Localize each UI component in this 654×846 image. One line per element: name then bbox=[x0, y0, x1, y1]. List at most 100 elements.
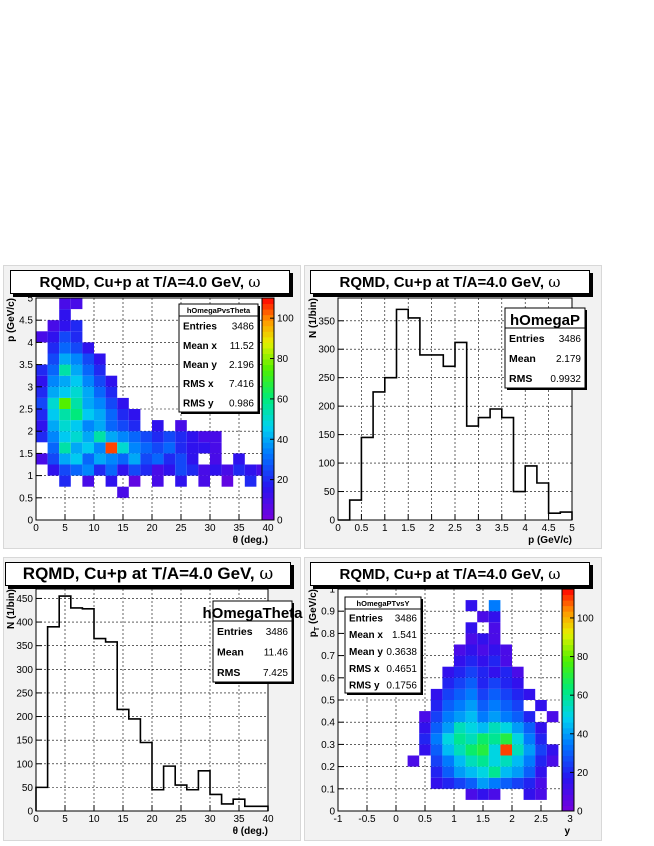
heatmap-cell bbox=[430, 711, 443, 723]
heatmap-cell bbox=[117, 397, 129, 409]
heatmap-cell bbox=[59, 397, 71, 409]
heatmap-cell bbox=[233, 464, 245, 476]
heatmap-cell bbox=[105, 464, 118, 476]
stats-value: 0.4651 bbox=[386, 664, 417, 675]
heatmap-cell bbox=[430, 766, 443, 778]
color-scale-segment bbox=[262, 298, 274, 305]
heatmap-cell bbox=[454, 711, 466, 723]
x-tick-label: 4 bbox=[522, 523, 528, 534]
x-tick-label: 20 bbox=[146, 523, 158, 534]
color-scale-segment bbox=[262, 436, 274, 443]
color-scale-segment bbox=[262, 331, 274, 338]
heatmap-cell bbox=[94, 364, 106, 376]
color-scale-segment bbox=[562, 677, 574, 684]
color-scale-segment bbox=[562, 661, 574, 668]
stats-value: 2.196 bbox=[229, 360, 254, 371]
heatmap-cell bbox=[152, 442, 164, 454]
heatmap-cell bbox=[512, 777, 524, 789]
color-scale-segment bbox=[262, 464, 274, 471]
color-scale-segment bbox=[562, 600, 574, 607]
heatmap-cell bbox=[488, 766, 501, 778]
stats-value: 11.52 bbox=[230, 341, 255, 352]
color-scale-segment bbox=[562, 594, 574, 601]
color-scale-segment bbox=[562, 627, 574, 634]
y-tick-label: 0.4 bbox=[321, 718, 335, 729]
heatmap-cell bbox=[488, 677, 501, 689]
heatmap-cell bbox=[47, 342, 60, 354]
heatmap-cell bbox=[535, 733, 547, 745]
heatmap-cell bbox=[36, 431, 48, 443]
color-scale-segment bbox=[562, 605, 574, 612]
color-scale-segment bbox=[562, 611, 574, 618]
y-tick-label: 300 bbox=[16, 665, 33, 676]
heatmap-cell bbox=[59, 464, 71, 476]
heatmap-cell bbox=[488, 622, 501, 634]
heatmap-cell bbox=[94, 453, 106, 465]
heatmap-cell bbox=[477, 788, 489, 800]
heatmap-cell bbox=[175, 442, 187, 454]
stats-label: Entries bbox=[183, 322, 217, 333]
x-tick-label: 25 bbox=[175, 523, 187, 534]
chart-title-symbol: ω bbox=[259, 564, 274, 584]
heatmap-cell bbox=[523, 688, 536, 700]
heatmap-cell bbox=[535, 755, 547, 767]
heatmap-cell bbox=[477, 611, 489, 623]
heatmap-cell bbox=[70, 397, 83, 409]
stats-label: Mean x bbox=[349, 630, 383, 641]
heatmap-cell bbox=[488, 733, 501, 745]
heatmap-cell bbox=[70, 364, 83, 376]
heatmap-cell bbox=[523, 744, 536, 756]
heatmap-cell bbox=[488, 700, 501, 712]
heatmap-cell bbox=[535, 777, 547, 789]
heatmap-cell bbox=[500, 655, 512, 667]
y-tick-label: 250 bbox=[318, 373, 335, 384]
heatmap-cell bbox=[477, 733, 489, 745]
x-tick-label: 30 bbox=[204, 523, 216, 534]
color-scale-segment bbox=[562, 755, 574, 762]
stats-label: RMS bbox=[217, 667, 240, 679]
heatmap-cell bbox=[175, 420, 187, 432]
heatmap-cell bbox=[198, 431, 210, 443]
heatmap-cell bbox=[128, 431, 141, 443]
heatmap-cell bbox=[465, 777, 478, 789]
heatmap-cell bbox=[210, 442, 222, 454]
stats-label: Mean x bbox=[183, 341, 217, 352]
heatmap-cell bbox=[442, 711, 454, 723]
heatmap-cell bbox=[117, 453, 129, 465]
heatmap-cell bbox=[523, 755, 536, 767]
stats-value: 0.986 bbox=[229, 398, 254, 409]
heatmap-cell bbox=[210, 431, 222, 443]
y-tick-label: 50 bbox=[324, 487, 336, 498]
color-scale-segment bbox=[262, 392, 274, 399]
color-scale-segment bbox=[262, 353, 274, 360]
y-tick-label: 0.6 bbox=[321, 673, 335, 684]
stats-value: 3486 bbox=[395, 613, 418, 624]
x-tick-label: 35 bbox=[233, 814, 245, 825]
heatmap-cell bbox=[94, 464, 106, 476]
heatmap-cell bbox=[175, 464, 187, 476]
heatmap-cell bbox=[488, 644, 501, 656]
color-scale-segment bbox=[262, 414, 274, 421]
stats-label: Mean y bbox=[349, 647, 383, 658]
color-scale-segment bbox=[562, 711, 574, 718]
heatmap-cell bbox=[488, 611, 501, 623]
heatmap-cell bbox=[454, 644, 466, 656]
heatmap-cell bbox=[59, 453, 71, 465]
heatmap-cell bbox=[82, 375, 94, 387]
heatmap-cell bbox=[512, 711, 524, 723]
y-tick-label: 300 bbox=[318, 345, 335, 356]
x-tick-label: 10 bbox=[88, 523, 100, 534]
heatmap-cell bbox=[152, 464, 164, 476]
heatmap-cell bbox=[221, 464, 234, 476]
heatmap-cell bbox=[140, 442, 152, 454]
color-scale-segment bbox=[562, 633, 574, 640]
heatmap-cell bbox=[442, 688, 454, 700]
x-tick-label: 30 bbox=[204, 814, 216, 825]
stats-label: RMS x bbox=[349, 664, 380, 675]
y-tick-label: 0 bbox=[329, 807, 335, 818]
heatmap-cell bbox=[488, 755, 501, 767]
y-tick-label: 250 bbox=[16, 688, 33, 699]
heatmap-cell bbox=[535, 744, 547, 756]
color-scale-segment bbox=[262, 309, 274, 316]
